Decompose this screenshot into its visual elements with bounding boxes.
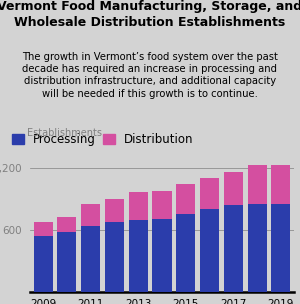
Bar (81, 204, 100, 226)
Bar (224, 172, 243, 205)
Bar (152, 191, 172, 219)
Bar (105, 223, 124, 292)
Bar (200, 209, 219, 292)
Bar (176, 214, 195, 292)
Bar (176, 184, 195, 214)
Bar (272, 165, 290, 204)
Bar (200, 178, 219, 209)
Text: Establishments: Establishments (27, 128, 102, 138)
Text: Vermont Food Manufacturing, Storage, and
Wholesale Distribution Establishments: Vermont Food Manufacturing, Storage, and… (0, 0, 300, 29)
Bar (248, 165, 267, 204)
Legend: Processing, Distribution: Processing, Distribution (12, 133, 194, 146)
Bar (81, 226, 100, 292)
Text: The growth in Vermont’s food system over the past
decade has required an increas: The growth in Vermont’s food system over… (22, 52, 278, 99)
Bar (57, 217, 76, 232)
Bar (129, 192, 148, 220)
Bar (129, 220, 148, 292)
Bar (248, 204, 267, 292)
Bar (224, 205, 243, 292)
Bar (105, 199, 124, 223)
Bar (34, 236, 52, 292)
Bar (34, 223, 52, 236)
Bar (57, 232, 76, 292)
Bar (272, 204, 290, 292)
Bar (152, 219, 172, 292)
